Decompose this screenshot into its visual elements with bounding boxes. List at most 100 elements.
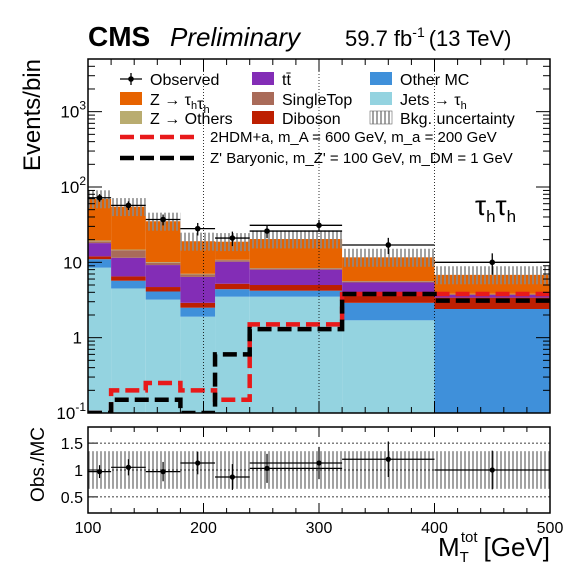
stack-bar-z-others <box>145 262 181 263</box>
legend-swatch <box>252 72 274 85</box>
stack-bar-singletop <box>342 281 435 283</box>
x-axis-label-unit: [GeV] <box>484 532 550 562</box>
stack-bar-tt <box>88 243 112 257</box>
x-axis-label-sup: tot <box>461 529 479 546</box>
ratio-point <box>264 465 270 471</box>
stack-jets-h <box>88 267 435 413</box>
observed-point <box>160 216 166 223</box>
ratio-point <box>195 460 201 466</box>
ratio-point <box>229 474 235 480</box>
stack-bar-tt <box>145 265 181 288</box>
stack-bar-jets-h <box>145 299 181 413</box>
main-y-tick-label: 10 <box>63 253 82 272</box>
legend-label: Bkg. uncertainty <box>400 111 515 128</box>
ratio-x-tick-label: 500 <box>537 520 564 537</box>
stack-bar-other-mc <box>342 302 435 321</box>
legend-signal-label: 2HDM+a, m_A = 600 GeV, m_a = 200 GeV <box>210 129 497 146</box>
ratio-x-tick-label: 200 <box>190 520 217 537</box>
cms-label: CMS <box>88 21 150 52</box>
stack-bar-tt <box>249 269 343 286</box>
stack-bar-diboson <box>111 276 146 281</box>
legend-label-text: Jets → <box>400 92 454 109</box>
legend-entry-z-h-h: Z → τhτh <box>120 92 210 116</box>
stack-bar-singletop <box>249 268 343 270</box>
stack-bar-other-mc <box>111 280 146 289</box>
stack-diboson <box>88 256 550 310</box>
stack-bar-diboson <box>434 297 550 310</box>
energy-label: (13 TeV) <box>429 26 512 51</box>
ratio-x-tick-label: 400 <box>421 520 448 537</box>
legend-label: SingleTop <box>282 92 352 109</box>
observed-point <box>194 225 201 232</box>
ratio-y-tick-label: 1.5 <box>61 436 83 453</box>
stack-bar-singletop <box>180 274 216 277</box>
stack-bar-z-others <box>180 273 216 275</box>
tick-exponent: 3 <box>79 99 86 113</box>
ratio-point <box>96 469 103 475</box>
stack-bar-jets-h <box>249 296 343 413</box>
stack-bar-tt <box>215 261 250 284</box>
main-plot-area <box>88 59 550 413</box>
ratio-points <box>88 441 550 490</box>
observed-point <box>489 259 496 266</box>
tick-exponent: -1 <box>75 400 86 414</box>
ratio-x-tick-label: 100 <box>75 520 102 537</box>
legend-swatch <box>252 92 274 105</box>
legend-label: Other MC <box>400 72 469 89</box>
tick-base: 10 <box>60 103 79 122</box>
legend-entry-signal-2: Z' Baryonic, m_Z' = 100 GeV, m_DM = 1 Ge… <box>120 150 513 167</box>
channel-sub2: h <box>507 207 516 226</box>
bkg-uncertainty-bin <box>342 248 435 267</box>
legend-label-tau: τ <box>454 92 461 109</box>
observed-point <box>385 242 392 248</box>
stack-bar-diboson <box>342 293 435 303</box>
main-y-tick-label: 10-1 <box>56 400 86 423</box>
stack-z-others <box>88 240 550 294</box>
stack-bar-diboson <box>145 287 181 292</box>
legend-entry-tt: tt̄ <box>252 72 291 89</box>
stack-bar-singletop <box>145 262 181 266</box>
main-y-tick-label: 103 <box>60 99 86 122</box>
x-axis-label: MTtot [GeV] <box>438 529 550 566</box>
signal-line-1 <box>88 291 550 413</box>
stack-bar-diboson <box>249 285 343 291</box>
stack-bar-singletop <box>88 241 112 244</box>
observed-point <box>96 194 103 201</box>
stack-bar-jets-h <box>180 316 216 413</box>
preliminary-label: Preliminary <box>170 22 302 52</box>
stack-bar-singletop <box>111 250 146 258</box>
legend-entry-z-others: Z → Others <box>120 111 233 128</box>
ratio-panel: 100 200 300 400 500 0.5 1 1.5 Obs./MC <box>28 426 564 537</box>
ratio-point <box>125 464 132 470</box>
lumi-exponent: -1 <box>412 24 425 40</box>
legend-label-sub: h <box>461 100 467 112</box>
main-y-axis-label: Events/bin <box>19 59 46 171</box>
stack-bar-singletop <box>434 293 550 295</box>
stack-bar-tt <box>180 276 216 303</box>
legend-label: Jets → τh <box>400 92 467 112</box>
signal-line-2 <box>88 291 550 413</box>
legend-entry-singletop: SingleTop <box>252 92 352 109</box>
legend-marker-point <box>128 76 134 82</box>
x-axis-label-sub: T <box>460 549 469 566</box>
legend-label: Diboson <box>282 111 341 128</box>
ratio-x-tick-label: 300 <box>306 520 333 537</box>
legend-label: Observed <box>150 72 219 89</box>
stack-bar-tt <box>434 294 550 298</box>
observed-series <box>88 194 550 275</box>
legend-swatch <box>370 92 392 105</box>
legend-label-tau: τ <box>185 92 192 109</box>
bkg-uncertainty-bin <box>180 232 216 251</box>
legend-label: tt̄ <box>282 72 291 89</box>
legend-signal-label: Z' Baryonic, m_Z' = 100 GeV, m_DM = 1 Ge… <box>210 150 513 167</box>
legend-swatch <box>370 72 392 85</box>
bkg-uncertainty-bin <box>434 266 550 285</box>
stack-bar-z-others <box>111 249 146 251</box>
ratio-point <box>160 469 166 475</box>
legend-swatch <box>120 111 142 124</box>
bkg-uncertainty-bin <box>249 230 343 249</box>
stack-bar-diboson <box>215 283 250 290</box>
legend-entry-other-mc: Other MC <box>370 72 469 89</box>
stack-bar-other-mc <box>434 309 550 413</box>
